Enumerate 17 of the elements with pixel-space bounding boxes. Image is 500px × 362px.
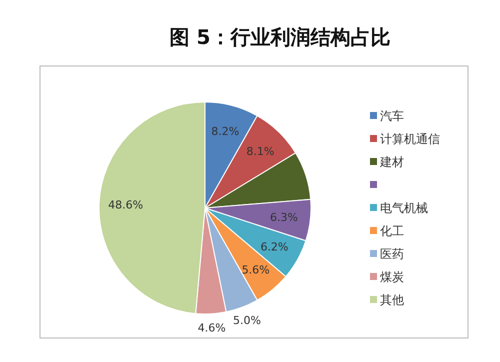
legend-label: 化工 xyxy=(380,224,404,238)
data-label: 5.0% xyxy=(233,314,261,328)
data-label: 8.1% xyxy=(246,144,274,158)
data-label: 5.6% xyxy=(242,263,270,276)
data-label: 4.6% xyxy=(198,322,226,335)
legend-label: 计算机通信 xyxy=(380,132,440,146)
legend-label: 电气机械 xyxy=(380,201,428,215)
data-label: 6.2% xyxy=(260,240,288,254)
legend-label: 医药 xyxy=(380,247,404,261)
legend-label: 建材 xyxy=(379,155,404,169)
data-label: 48.6% xyxy=(108,198,144,212)
data-label: 8.2% xyxy=(211,125,240,138)
legend-label: 煤炭 xyxy=(380,270,404,284)
chart-title: 图 5：行业利润结构占比 xyxy=(170,25,390,49)
legend-label: 其他 xyxy=(380,293,404,307)
legend-label: 汽车 xyxy=(380,109,404,123)
data-label: 6.3% xyxy=(270,211,298,224)
